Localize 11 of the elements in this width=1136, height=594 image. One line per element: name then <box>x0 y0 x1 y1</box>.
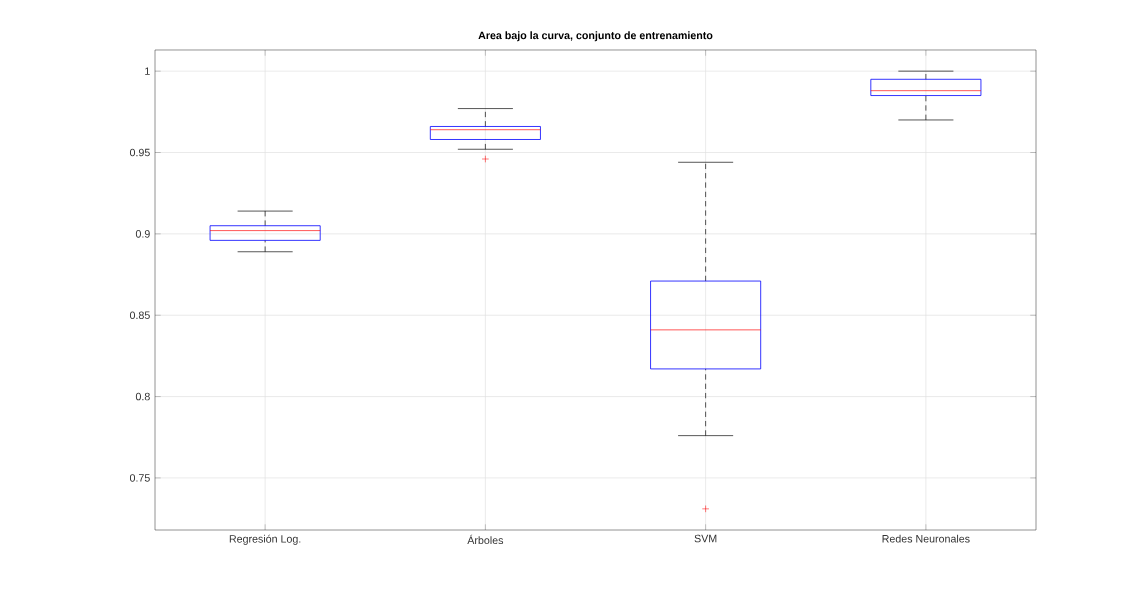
chart-title: Area bajo la curva, conjunto de entrenamiento <box>478 31 713 42</box>
y-tick-label: 1 <box>145 67 150 75</box>
x-tick-label: Regresión Log. <box>229 534 301 545</box>
x-tick-label: SVM <box>694 534 717 543</box>
y-tick-label: 0.8 <box>135 392 150 401</box>
y-tick-label: 0.9 <box>135 230 150 238</box>
x-tick-label: Redes Neuronales <box>882 534 970 543</box>
y-tick-label: 0.85 <box>129 311 150 319</box>
x-tick-label: Árboles <box>467 534 504 545</box>
y-tick-label: 0.95 <box>129 148 150 157</box>
y-tick-label: 0.75 <box>129 474 150 482</box>
